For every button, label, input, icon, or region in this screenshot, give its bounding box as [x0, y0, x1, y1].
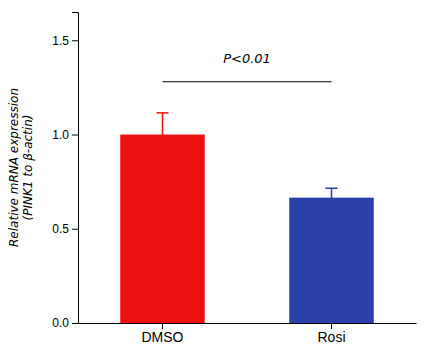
y-axis-title-line: (PINK1 to β-actin)	[21, 115, 35, 221]
y-axis: 0.0 0.5 1.0 1.5	[52, 13, 78, 331]
y-axis-title-line: Relative mRNA expression	[7, 88, 21, 247]
x-tick-label: DMSO	[142, 329, 184, 345]
error-bar-cap	[326, 206, 338, 208]
plot: 0.0 0.5 1.0 1.5 DMSO Rosi P<0.01	[52, 13, 416, 345]
x-tick-label: Rosi	[317, 329, 345, 345]
y-tick: 1.0	[52, 128, 78, 142]
y-tick-mark	[72, 229, 78, 230]
x-axis-line	[79, 323, 417, 324]
bar	[120, 135, 205, 323]
y-tick: 0.5	[52, 222, 78, 236]
significance-line	[163, 81, 332, 82]
y-axis-line	[72, 13, 79, 324]
error-bar-stem	[162, 113, 164, 156]
error-bar	[326, 188, 338, 207]
marks	[120, 82, 374, 323]
error-bar-cap	[326, 187, 338, 189]
y-tick-mark	[72, 135, 78, 136]
y-axis-title: Relative mRNA expression(PINK1 to β-acti…	[7, 88, 35, 247]
error-bar-cap	[157, 155, 169, 157]
y-tick-label: 0.5	[52, 222, 69, 236]
x-axis: DMSO Rosi	[79, 323, 417, 345]
significance-label: P<0.01	[223, 51, 271, 66]
y-tick: 0.0	[52, 316, 78, 330]
y-tick-label: 0.0	[52, 316, 69, 330]
x-tick: DMSO	[142, 323, 184, 345]
bar	[289, 198, 374, 323]
y-tick-mark	[72, 323, 78, 324]
chart: 0.0 0.5 1.0 1.5 DMSO Rosi P<0.01 Relative mRNA …	[0, 0, 430, 357]
y-tick: 1.5	[52, 34, 78, 48]
error-bar	[157, 113, 169, 156]
y-tick-label: 1.0	[52, 128, 69, 142]
y-tick-mark	[72, 40, 78, 41]
error-bar-cap	[157, 112, 169, 114]
error-bar-stem	[331, 188, 333, 207]
x-tick: Rosi	[317, 323, 345, 345]
y-tick-label: 1.5	[52, 34, 69, 48]
